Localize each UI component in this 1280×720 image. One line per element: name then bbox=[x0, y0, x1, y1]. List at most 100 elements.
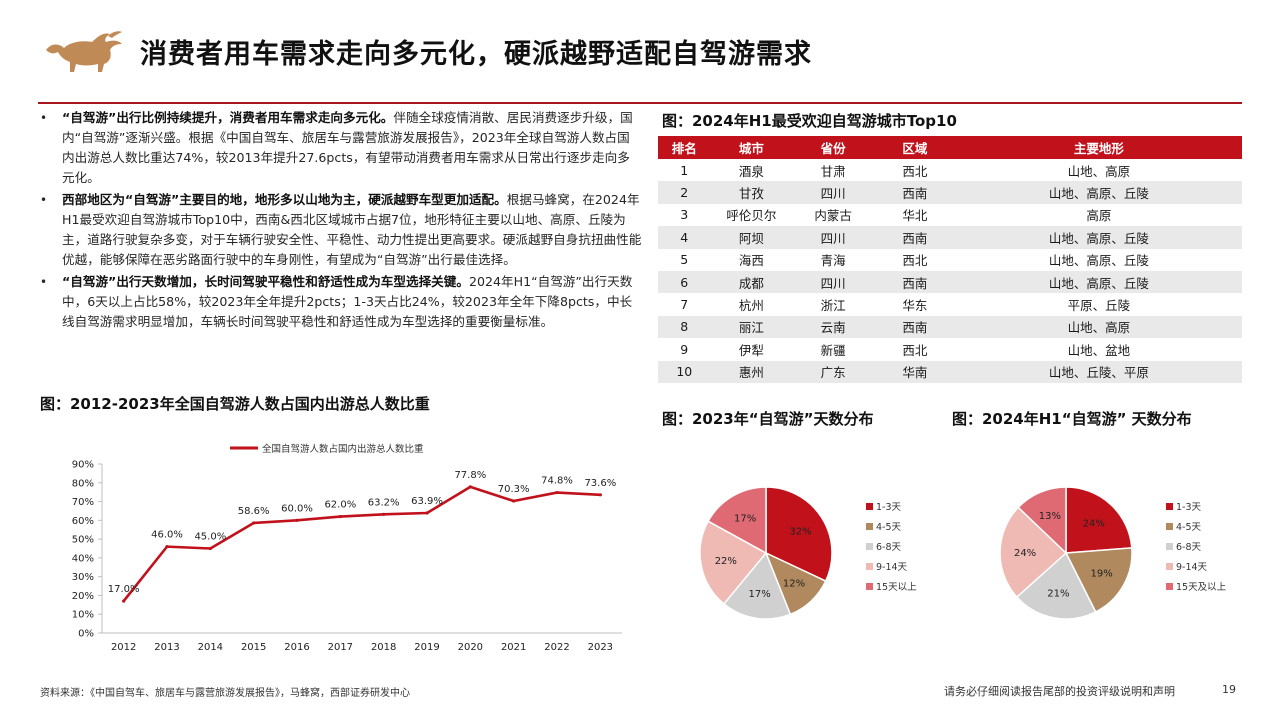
table-cell: 山地、高原、丘陵 bbox=[955, 270, 1242, 294]
table-row: 5 海西 青海 西北 山地、高原、丘陵 bbox=[658, 249, 1242, 271]
x-tick-label: 2013 bbox=[154, 642, 179, 653]
slice-label: 32% bbox=[789, 527, 811, 538]
pie-slice bbox=[707, 486, 767, 555]
bullet-body: 伴随全球疫情消散、居民消费逐步升级，国内“自驾游”逐渐兴盛。根据《中国自驾车、旅… bbox=[62, 110, 633, 185]
data-point bbox=[208, 546, 212, 551]
bullet-list: • “自驾游”出行比例持续提升，消费者用车需求走向多元化。伴随全球疫情消散、居民… bbox=[40, 108, 642, 334]
page-number: 19 bbox=[1222, 683, 1236, 696]
table-cell: 西南 bbox=[874, 181, 956, 204]
table-cell: 4 bbox=[658, 226, 711, 249]
table-cell: 云南 bbox=[792, 315, 875, 339]
legend-label: 6-8天 bbox=[876, 542, 902, 553]
bullet-body: 2024年H1“自驾游”出行天数中，6天以上占比58%，较2023年全年提升2p… bbox=[62, 274, 633, 329]
table-title: 图：2024年H1最受欢迎自驾游城市Top10 bbox=[662, 112, 957, 130]
table-cell: 西北 bbox=[902, 342, 928, 358]
bullet-heading: “自驾游”出行天数增加，长时间驾驶平稳性和舒适性成为车型选择关键。 bbox=[62, 274, 469, 289]
data-point bbox=[252, 521, 256, 525]
series-line bbox=[122, 485, 601, 602]
table-cell: 四川 bbox=[792, 181, 875, 204]
data-label: 45.0% bbox=[194, 532, 226, 543]
table-cell: 8 bbox=[658, 315, 711, 339]
data-point bbox=[122, 599, 126, 603]
table-cell: 四川 bbox=[792, 270, 875, 294]
pie-2023-title: 图：2023年“自驾游”天数分布 bbox=[662, 410, 874, 428]
slice-label: 21% bbox=[1047, 589, 1069, 600]
legend-label: 15天以上 bbox=[876, 582, 917, 593]
table-cell: 广东 bbox=[792, 360, 875, 383]
table-header-cell: 城市 bbox=[710, 136, 793, 159]
table-cell: 伊犁 bbox=[738, 342, 764, 358]
x-tick-label: 2018 bbox=[371, 642, 396, 653]
legend-swatch bbox=[1166, 543, 1173, 550]
table-cell: 西南 bbox=[874, 270, 956, 294]
legend-swatch bbox=[866, 503, 873, 510]
legend-swatch bbox=[866, 523, 873, 530]
bullet-dot-icon: • bbox=[40, 193, 48, 207]
y-tick-label: 60% bbox=[72, 516, 94, 527]
slice-label: 24% bbox=[1014, 548, 1036, 559]
page-title: 消费者用车需求走向多元化，硬派越野适配自驾游需求 bbox=[140, 39, 812, 70]
pie-slice bbox=[1017, 486, 1067, 555]
bullet-item: • “自驾游”出行比例持续提升，消费者用车需求走向多元化。伴随全球疫情消散、居民… bbox=[40, 108, 642, 188]
bullet-dot-icon: • bbox=[40, 275, 48, 289]
table-cell: 惠州 bbox=[710, 360, 793, 383]
disclaimer-note: 请务必仔细阅读报告尾部的投资评级说明和声明 bbox=[944, 685, 1175, 698]
legend-label: 6-8天 bbox=[1176, 542, 1202, 553]
legend-label: 15天及以上 bbox=[1176, 582, 1227, 593]
table-cell: 山地、高原、丘陵 bbox=[1048, 253, 1149, 269]
slice-label: 24% bbox=[1083, 518, 1105, 529]
table-cell: 山地、盆地 bbox=[1067, 342, 1131, 358]
table-cell: 华南 bbox=[874, 360, 956, 383]
table-cell: 浙江 bbox=[820, 298, 846, 314]
table-cell: 西南 bbox=[874, 226, 956, 249]
data-label: 46.0% bbox=[151, 530, 183, 541]
data-label: 60.0% bbox=[281, 503, 313, 514]
table-cell: 西北 bbox=[902, 253, 928, 269]
table-cell: 1 bbox=[680, 162, 689, 178]
table-cell: 甘肃 bbox=[820, 163, 846, 179]
table-header-row: 排名 城市 省份 区域 主要地形 bbox=[658, 136, 1242, 159]
legend-swatch bbox=[1166, 563, 1173, 570]
table-header-cell: 区域 bbox=[874, 136, 956, 159]
x-tick-label: 2016 bbox=[284, 642, 309, 653]
x-tick-label: 2017 bbox=[328, 642, 353, 653]
bullet-dot-icon: • bbox=[40, 111, 48, 125]
legend-swatch bbox=[1166, 583, 1173, 590]
legend-swatch bbox=[866, 543, 873, 550]
slice-label: 13% bbox=[1039, 511, 1061, 522]
legend-swatch bbox=[866, 563, 873, 570]
legend-swatch bbox=[866, 583, 873, 590]
y-tick-label: 20% bbox=[72, 591, 94, 602]
pie-slice bbox=[1064, 547, 1133, 613]
table-cell: 3 bbox=[680, 207, 689, 223]
y-tick-label: 90% bbox=[72, 460, 94, 471]
table-header-cell: 省份 bbox=[792, 136, 875, 159]
table-cell: 酒泉 bbox=[738, 163, 764, 179]
table-row: 7 杭州 浙江 华东 平原、丘陵 bbox=[658, 293, 1242, 315]
table-cell: 丽江 bbox=[710, 315, 793, 339]
data-point bbox=[382, 512, 386, 516]
legend-label: 1-3天 bbox=[876, 502, 902, 513]
table-cell: 呼伦贝尔 bbox=[726, 208, 777, 224]
data-point bbox=[295, 518, 299, 522]
source-note: 资料来源：《中国自驾车、旅居车与露营旅游发展报告》，马蜂窝，西部证券研发中心 bbox=[40, 688, 410, 699]
pie-chart-2024h1: 24% 19% 21% 24% 13% 1-3天 4-5天 6-8天 9-14天 15天及以上 bbox=[999, 486, 1227, 620]
pie-slice bbox=[1015, 551, 1097, 620]
table-row: 2 甘孜 四川 西南 山地、高原、丘陵 bbox=[658, 181, 1242, 204]
title-divider bbox=[38, 102, 1242, 104]
table-row: 8 丽江 云南 西南 山地、高原 bbox=[658, 315, 1242, 339]
pie-2024-title: 图：2024年H1“自驾游” 天数分布 bbox=[952, 410, 1192, 428]
table-cell: 新疆 bbox=[820, 342, 846, 358]
data-label: 63.9% bbox=[411, 496, 443, 507]
legend-label: 9-14天 bbox=[1176, 562, 1208, 573]
legend-label: 全国自驾游人数占国内出游总人数比重 bbox=[262, 443, 424, 455]
x-tick-label: 2019 bbox=[414, 642, 439, 653]
table-cell: 成都 bbox=[710, 270, 793, 294]
data-label: 62.0% bbox=[324, 500, 356, 511]
table-cell: 2 bbox=[658, 181, 711, 204]
data-label: 63.2% bbox=[368, 497, 400, 508]
data-point bbox=[338, 514, 342, 519]
data-label: 77.8% bbox=[454, 470, 486, 481]
legend-swatch bbox=[1166, 523, 1173, 530]
y-tick-label: 70% bbox=[72, 497, 94, 508]
